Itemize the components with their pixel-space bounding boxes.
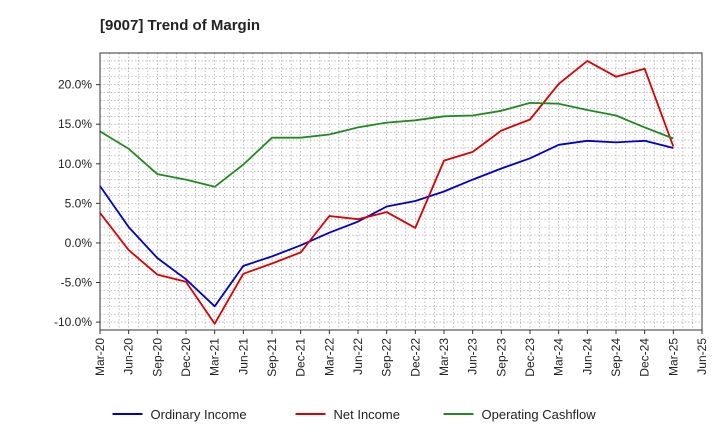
x-tick-label: Mar-24 xyxy=(552,338,566,376)
x-tick-label: Dec-23 xyxy=(523,338,537,377)
y-tick-label: 0.0% xyxy=(65,236,93,250)
x-tick-label: Sep-20 xyxy=(150,338,164,377)
y-tick-label: 5.0% xyxy=(65,196,93,210)
x-tick-label: Dec-21 xyxy=(294,338,308,377)
chart-title: [9007] Trend of Margin xyxy=(100,17,260,34)
y-tick-label: 20.0% xyxy=(58,78,92,92)
x-tick-label: Mar-25 xyxy=(666,338,680,376)
x-tick-label: Dec-22 xyxy=(408,338,422,377)
x-tick-label: Dec-24 xyxy=(638,338,652,377)
plot-area-frame xyxy=(99,52,703,331)
series-line-ordinary-income xyxy=(99,139,674,308)
y-tick-label: -5.0% xyxy=(61,276,93,290)
x-tick-label: Sep-23 xyxy=(494,338,508,377)
legend-label-ordinary-income: Ordinary Income xyxy=(151,407,247,422)
x-tick-label: Sep-22 xyxy=(380,338,394,377)
x-tick-label: Sep-21 xyxy=(265,338,279,377)
x-tick-label: Jun-20 xyxy=(122,338,136,375)
series-line-net-income xyxy=(99,60,675,325)
series-line-operating-cashflow xyxy=(99,102,674,188)
x-tick-label: Jun-24 xyxy=(580,338,594,375)
legend-label-operating-cashflow: Operating Cashflow xyxy=(482,407,597,422)
y-tick-label: 15.0% xyxy=(58,117,92,131)
x-tick-label: Jun-21 xyxy=(236,338,250,375)
x-tick-label: Mar-21 xyxy=(208,338,222,376)
legend-label-net-income: Net Income xyxy=(334,407,400,422)
y-tick-label: 10.0% xyxy=(58,157,92,171)
x-tick-label: Jun-25 xyxy=(695,338,709,375)
x-tick-label: Dec-20 xyxy=(179,338,193,377)
x-tick-label: Jun-22 xyxy=(351,338,365,375)
x-tick-label: Mar-23 xyxy=(437,338,451,376)
x-tick-label: Sep-24 xyxy=(609,338,623,377)
y-tick-label: -10.0% xyxy=(54,315,92,329)
x-tick-label: Mar-22 xyxy=(322,338,336,376)
x-tick-label: Mar-20 xyxy=(93,338,107,376)
x-tick-label: Jun-23 xyxy=(466,338,480,375)
